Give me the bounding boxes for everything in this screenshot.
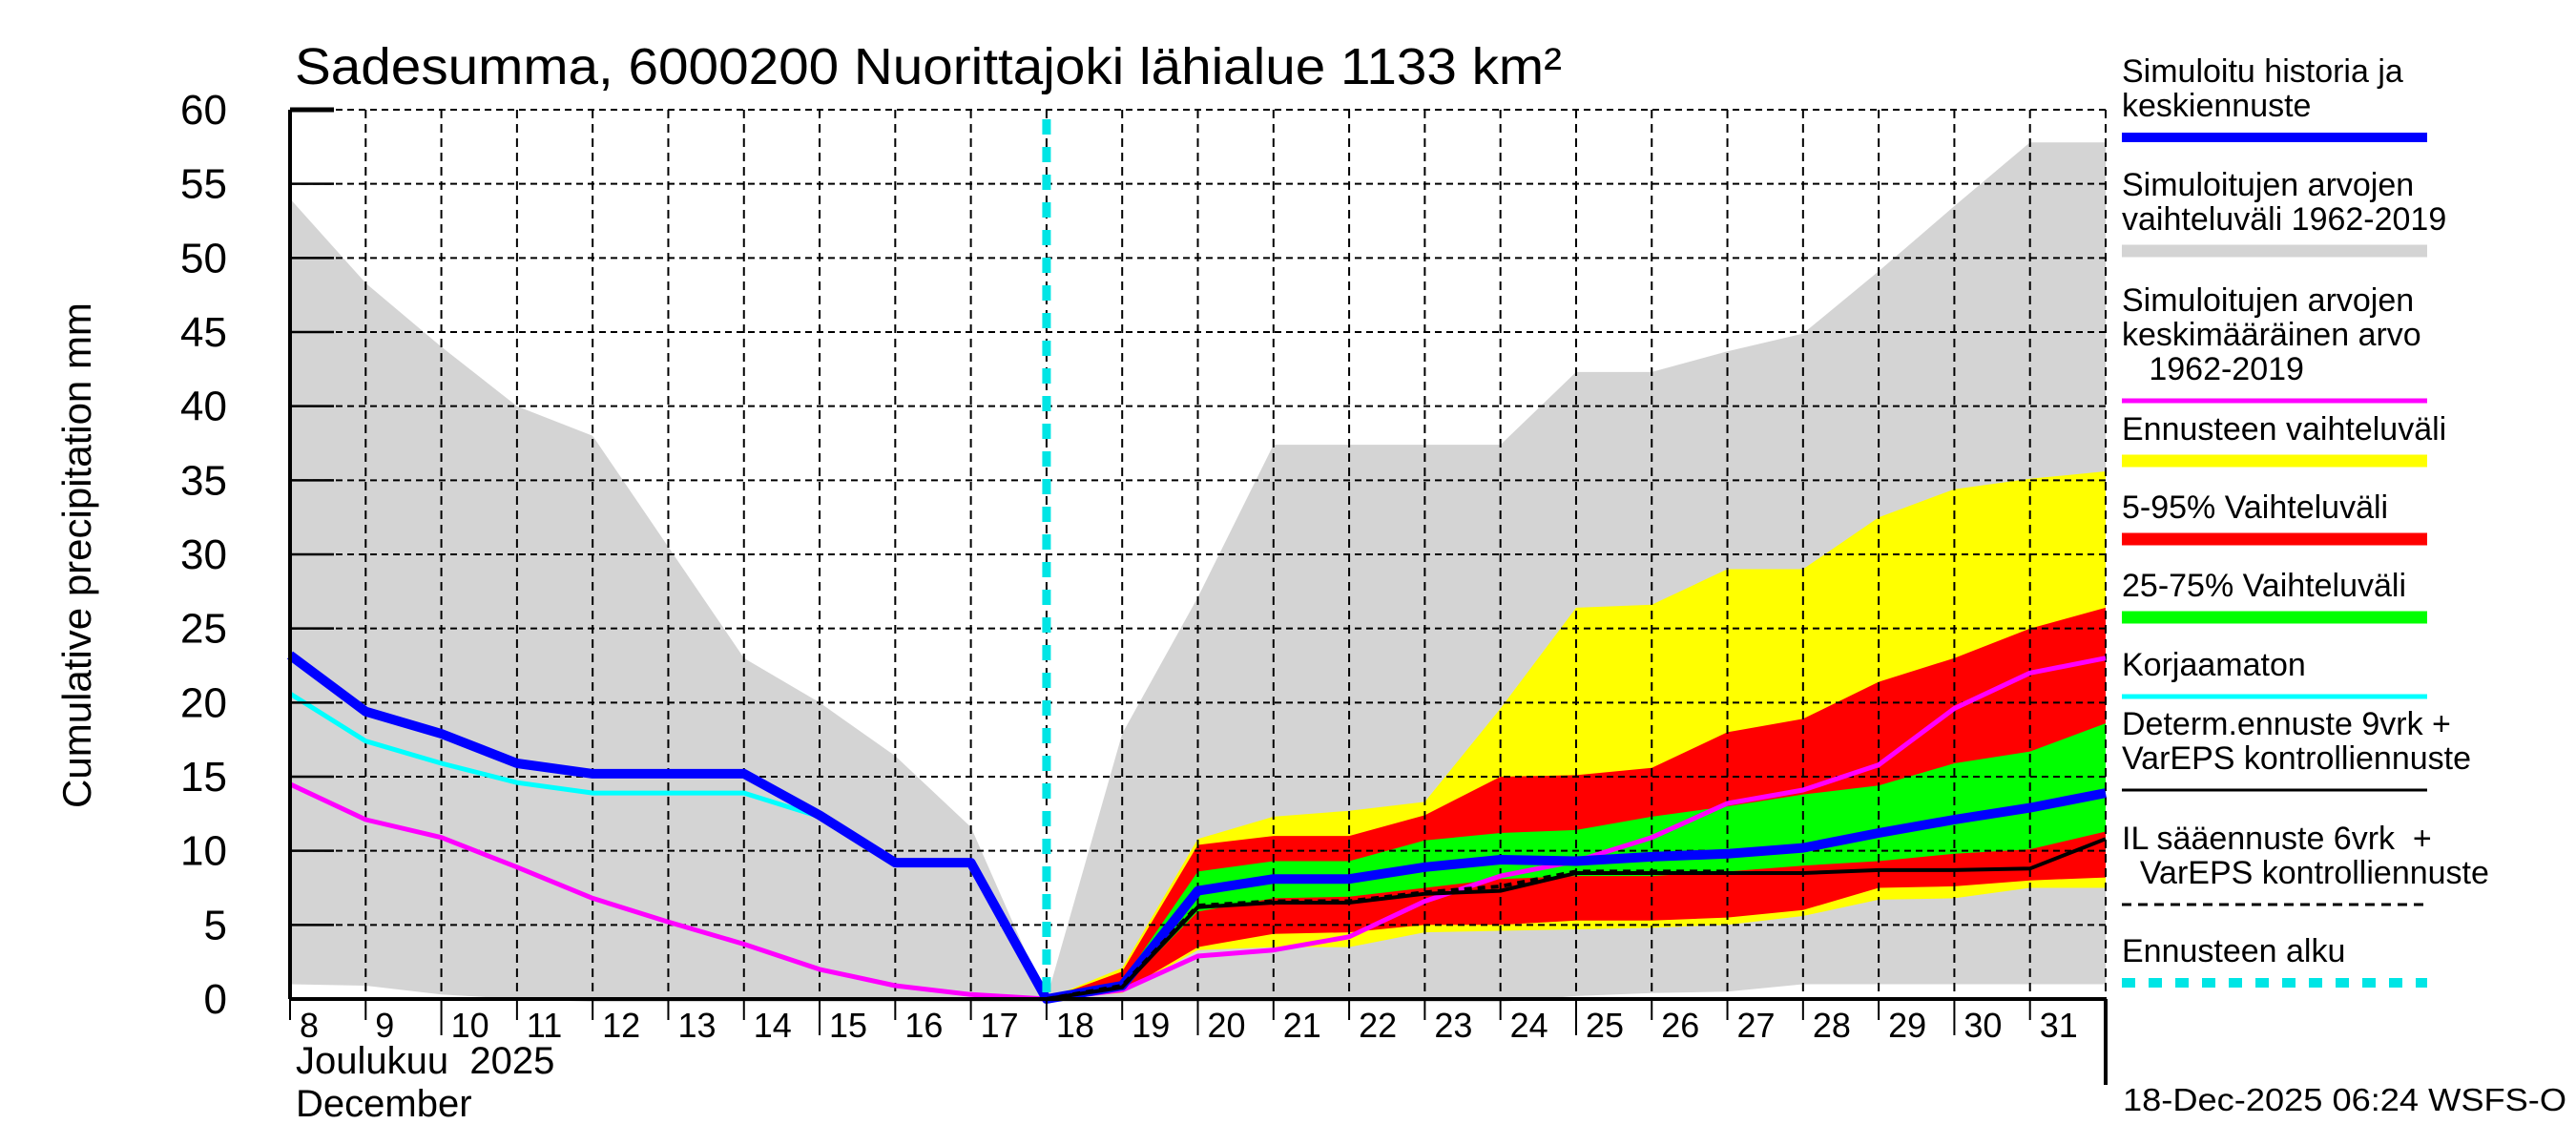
legend-item-uncorrected: Korjaamaton xyxy=(2122,647,2427,699)
legend-label: Determ.ennuste 9vrk + xyxy=(2122,706,2451,742)
legend-item-il: IL sääennuste 6vrk + VarEPS kontrollienn… xyxy=(2122,821,2489,906)
y-tick-label: 10 xyxy=(180,828,227,875)
legend-label: VarEPS kontrolliennuste xyxy=(2122,740,2471,777)
y-tick-label: 45 xyxy=(180,309,227,356)
legend-label: VarEPS kontrolliennuste xyxy=(2122,855,2489,891)
x-tick-label: 29 xyxy=(1888,1006,1926,1045)
x-tick-label: 20 xyxy=(1208,1006,1246,1045)
y-tick-label: 50 xyxy=(180,235,227,281)
x-tick-label: 15 xyxy=(829,1006,867,1045)
legend-item-p25_75: 25-75% Vaihteluväli xyxy=(2122,568,2427,624)
y-tick-label: 25 xyxy=(180,606,227,653)
lines-layer xyxy=(287,119,2107,1004)
legend-item-forecast_range: Ennusteen vaihteluväli xyxy=(2122,411,2446,468)
y-tick-label: 15 xyxy=(180,754,227,801)
y-tick-label: 35 xyxy=(180,457,227,504)
x-tick-label: 27 xyxy=(1737,1006,1776,1045)
y-tick-label: 5 xyxy=(204,902,227,948)
y-tick-label: 0 xyxy=(204,976,227,1023)
legend-label: Simuloitujen arvojen xyxy=(2122,167,2414,203)
legend-label: 1962-2019 xyxy=(2122,351,2304,387)
x-tick-label: 18 xyxy=(1056,1006,1094,1045)
x-tick-label: 13 xyxy=(677,1006,716,1045)
x-tick-label: 17 xyxy=(981,1006,1019,1045)
x-tick-label: 31 xyxy=(2040,1006,2078,1045)
x-tick-label: 11 xyxy=(527,1006,562,1045)
axes-layer xyxy=(288,107,2108,1085)
x-tick-label: 22 xyxy=(1359,1006,1397,1045)
legend-label: keskiennuste xyxy=(2122,88,2311,124)
legend-label: vaihteluväli 1962-2019 xyxy=(2122,201,2446,238)
legend-item-forecast_start: Ennusteen alku xyxy=(2122,933,2427,988)
legend-label: Ennusteen vaihteluväli xyxy=(2122,411,2446,448)
y-tick-label: 20 xyxy=(180,679,227,726)
legend-label: Korjaamaton xyxy=(2122,647,2306,683)
grid-layer xyxy=(290,109,2107,999)
x-axis-month-label-en: December xyxy=(296,1083,472,1125)
x-tick-label: 16 xyxy=(904,1006,943,1045)
x-tick-label: 21 xyxy=(1283,1006,1321,1045)
y-tick-labels: 0 5 10 15 20 25 30 35 40 45 50 55 60 xyxy=(180,87,227,1023)
x-tick-label: 28 xyxy=(1813,1006,1851,1045)
il-forecast-line xyxy=(1046,869,1728,1001)
legend-label: keskimääräinen arvo xyxy=(2122,317,2421,353)
x-tick-label: 19 xyxy=(1132,1006,1170,1045)
legend-label: Ennusteen alku xyxy=(2122,933,2345,969)
legend-item-p5_95: 5-95% Vaihteluväli xyxy=(2122,489,2427,546)
x-tick-label: 14 xyxy=(754,1006,792,1045)
history-forecast-line xyxy=(287,651,2107,1004)
legend-label: Simuloitu historia ja xyxy=(2122,53,2403,90)
legend-label: IL sääennuste 6vrk + xyxy=(2122,821,2432,857)
timestamp: 18-Dec-2025 06:24 WSFS-O xyxy=(2123,1082,2566,1117)
x-tick-label: 9 xyxy=(375,1006,394,1045)
y-tick-label: 30 xyxy=(180,531,227,578)
x-tick-label: 10 xyxy=(451,1006,489,1045)
x-tick-label: 25 xyxy=(1586,1006,1624,1045)
x-tick-labels: 8 9 10 11 12 13 14 15 16 17 18 19 20 21 22 23 24 25 26 27 28… xyxy=(300,1006,2078,1045)
x-tick-label: 26 xyxy=(1661,1006,1699,1045)
x-tick-label: 23 xyxy=(1434,1006,1472,1045)
y-tick-label: 55 xyxy=(180,161,227,208)
legend-label: 25-75% Vaihteluväli xyxy=(2122,568,2406,604)
x-tick-label: 8 xyxy=(300,1006,319,1045)
x-tick-label: 12 xyxy=(602,1006,640,1045)
x-tick-label: 24 xyxy=(1510,1006,1548,1045)
x-axis-month-label: Joulukuu 2025 xyxy=(296,1040,554,1082)
chart-title: Sadesumma, 6000200 Nuorittajoki lähialue… xyxy=(295,38,1562,95)
legend-item-determ: Determ.ennuste 9vrk +VarEPS kontrollienn… xyxy=(2122,706,2471,792)
climate-mean-line xyxy=(288,656,2107,1002)
y-axis-label: Cumulative precipitation mm xyxy=(54,302,99,808)
y-tick-label: 40 xyxy=(180,384,227,430)
legend: Simuloitu historia jakeskiennusteSimuloi… xyxy=(2122,53,2489,988)
y-tick-label: 60 xyxy=(180,87,227,134)
legend-label: Simuloitujen arvojen xyxy=(2122,282,2414,319)
legend-label: 5-95% Vaihteluväli xyxy=(2122,489,2388,526)
x-tick-label: 30 xyxy=(1963,1006,2002,1045)
